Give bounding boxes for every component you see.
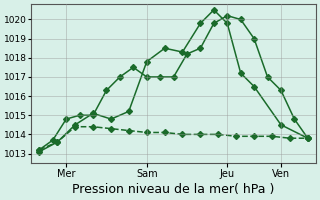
X-axis label: Pression niveau de la mer( hPa ): Pression niveau de la mer( hPa ) [72, 183, 275, 196]
